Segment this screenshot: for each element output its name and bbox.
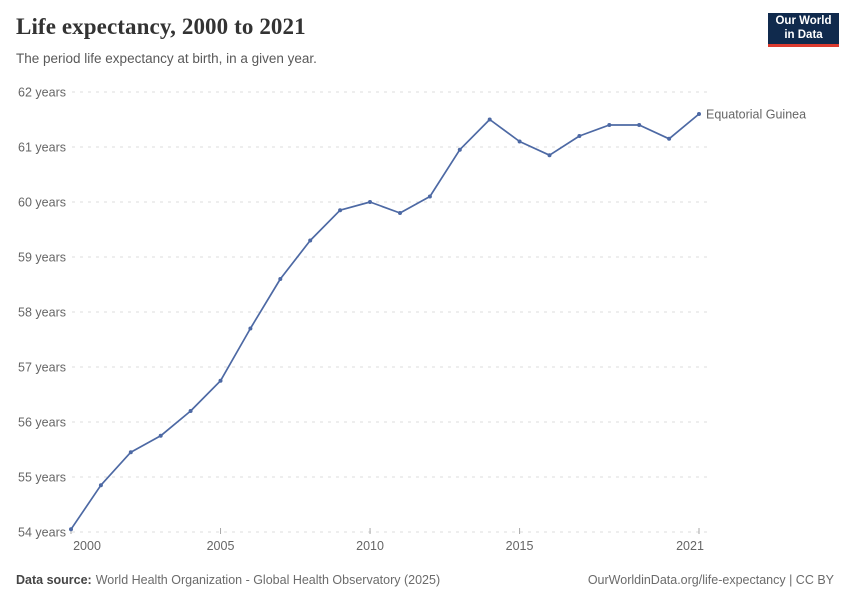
y-axis-tick-label: 56 years xyxy=(18,416,66,430)
entity-label: Equatorial Guinea xyxy=(706,108,806,122)
data-source: Data source: World Health Organization - … xyxy=(16,573,440,587)
data-point xyxy=(69,527,73,532)
owid-logo-line2: in Data xyxy=(784,28,823,41)
x-axis-tick-label: 2005 xyxy=(207,539,235,553)
x-axis-tick-label: 2021 xyxy=(676,539,704,553)
data-point xyxy=(248,326,253,331)
data-point xyxy=(278,277,283,281)
y-axis-tick-label: 62 years xyxy=(18,86,66,100)
data-source-label: Data source: xyxy=(16,573,92,587)
data-point xyxy=(487,117,492,122)
data-point xyxy=(308,238,313,243)
data-line xyxy=(70,113,700,531)
y-axis-tick-label: 55 years xyxy=(18,471,66,485)
data-source-text: World Health Organization - Global Healt… xyxy=(95,573,441,587)
data-point xyxy=(158,433,163,438)
data-point xyxy=(457,147,462,152)
data-point xyxy=(517,139,522,144)
y-axis-tick-label: 57 years xyxy=(18,361,66,375)
data-point xyxy=(218,378,223,383)
y-axis-tick-label: 54 years xyxy=(18,526,66,540)
data-point xyxy=(98,483,103,488)
data-point xyxy=(607,123,612,127)
data-point xyxy=(547,153,552,158)
y-axis-tick-label: 59 years xyxy=(18,251,66,265)
x-axis-tick-label: 2000 xyxy=(73,539,101,553)
credit-link[interactable]: OurWorldinData.org/life-expectancy | CC … xyxy=(587,573,834,587)
y-axis-tick-label: 58 years xyxy=(18,306,66,320)
owid-logo-line1: Our World xyxy=(775,14,832,27)
x-axis-tick-label: 2010 xyxy=(356,539,384,553)
data-point xyxy=(128,450,133,455)
page-title: Life expectancy, 2000 to 2021 xyxy=(16,14,306,39)
data-point xyxy=(667,136,672,141)
data-point xyxy=(427,194,432,199)
owid-logo[interactable]: Our World in Data xyxy=(768,13,839,47)
x-axis-tick-label: 2015 xyxy=(506,539,534,553)
data-point xyxy=(368,200,372,204)
y-axis-tick-label: 61 years xyxy=(18,141,66,155)
data-point xyxy=(637,123,642,127)
y-axis-tick-label: 60 years xyxy=(18,196,66,210)
data-point xyxy=(188,409,193,413)
data-point xyxy=(338,208,343,213)
chart-subtitle: The period life expectancy at birth, in … xyxy=(16,51,317,66)
data-point xyxy=(697,112,701,116)
data-point xyxy=(398,211,402,215)
data-point xyxy=(577,134,582,138)
chart-footer: Data source: World Health Organization - … xyxy=(16,573,834,587)
